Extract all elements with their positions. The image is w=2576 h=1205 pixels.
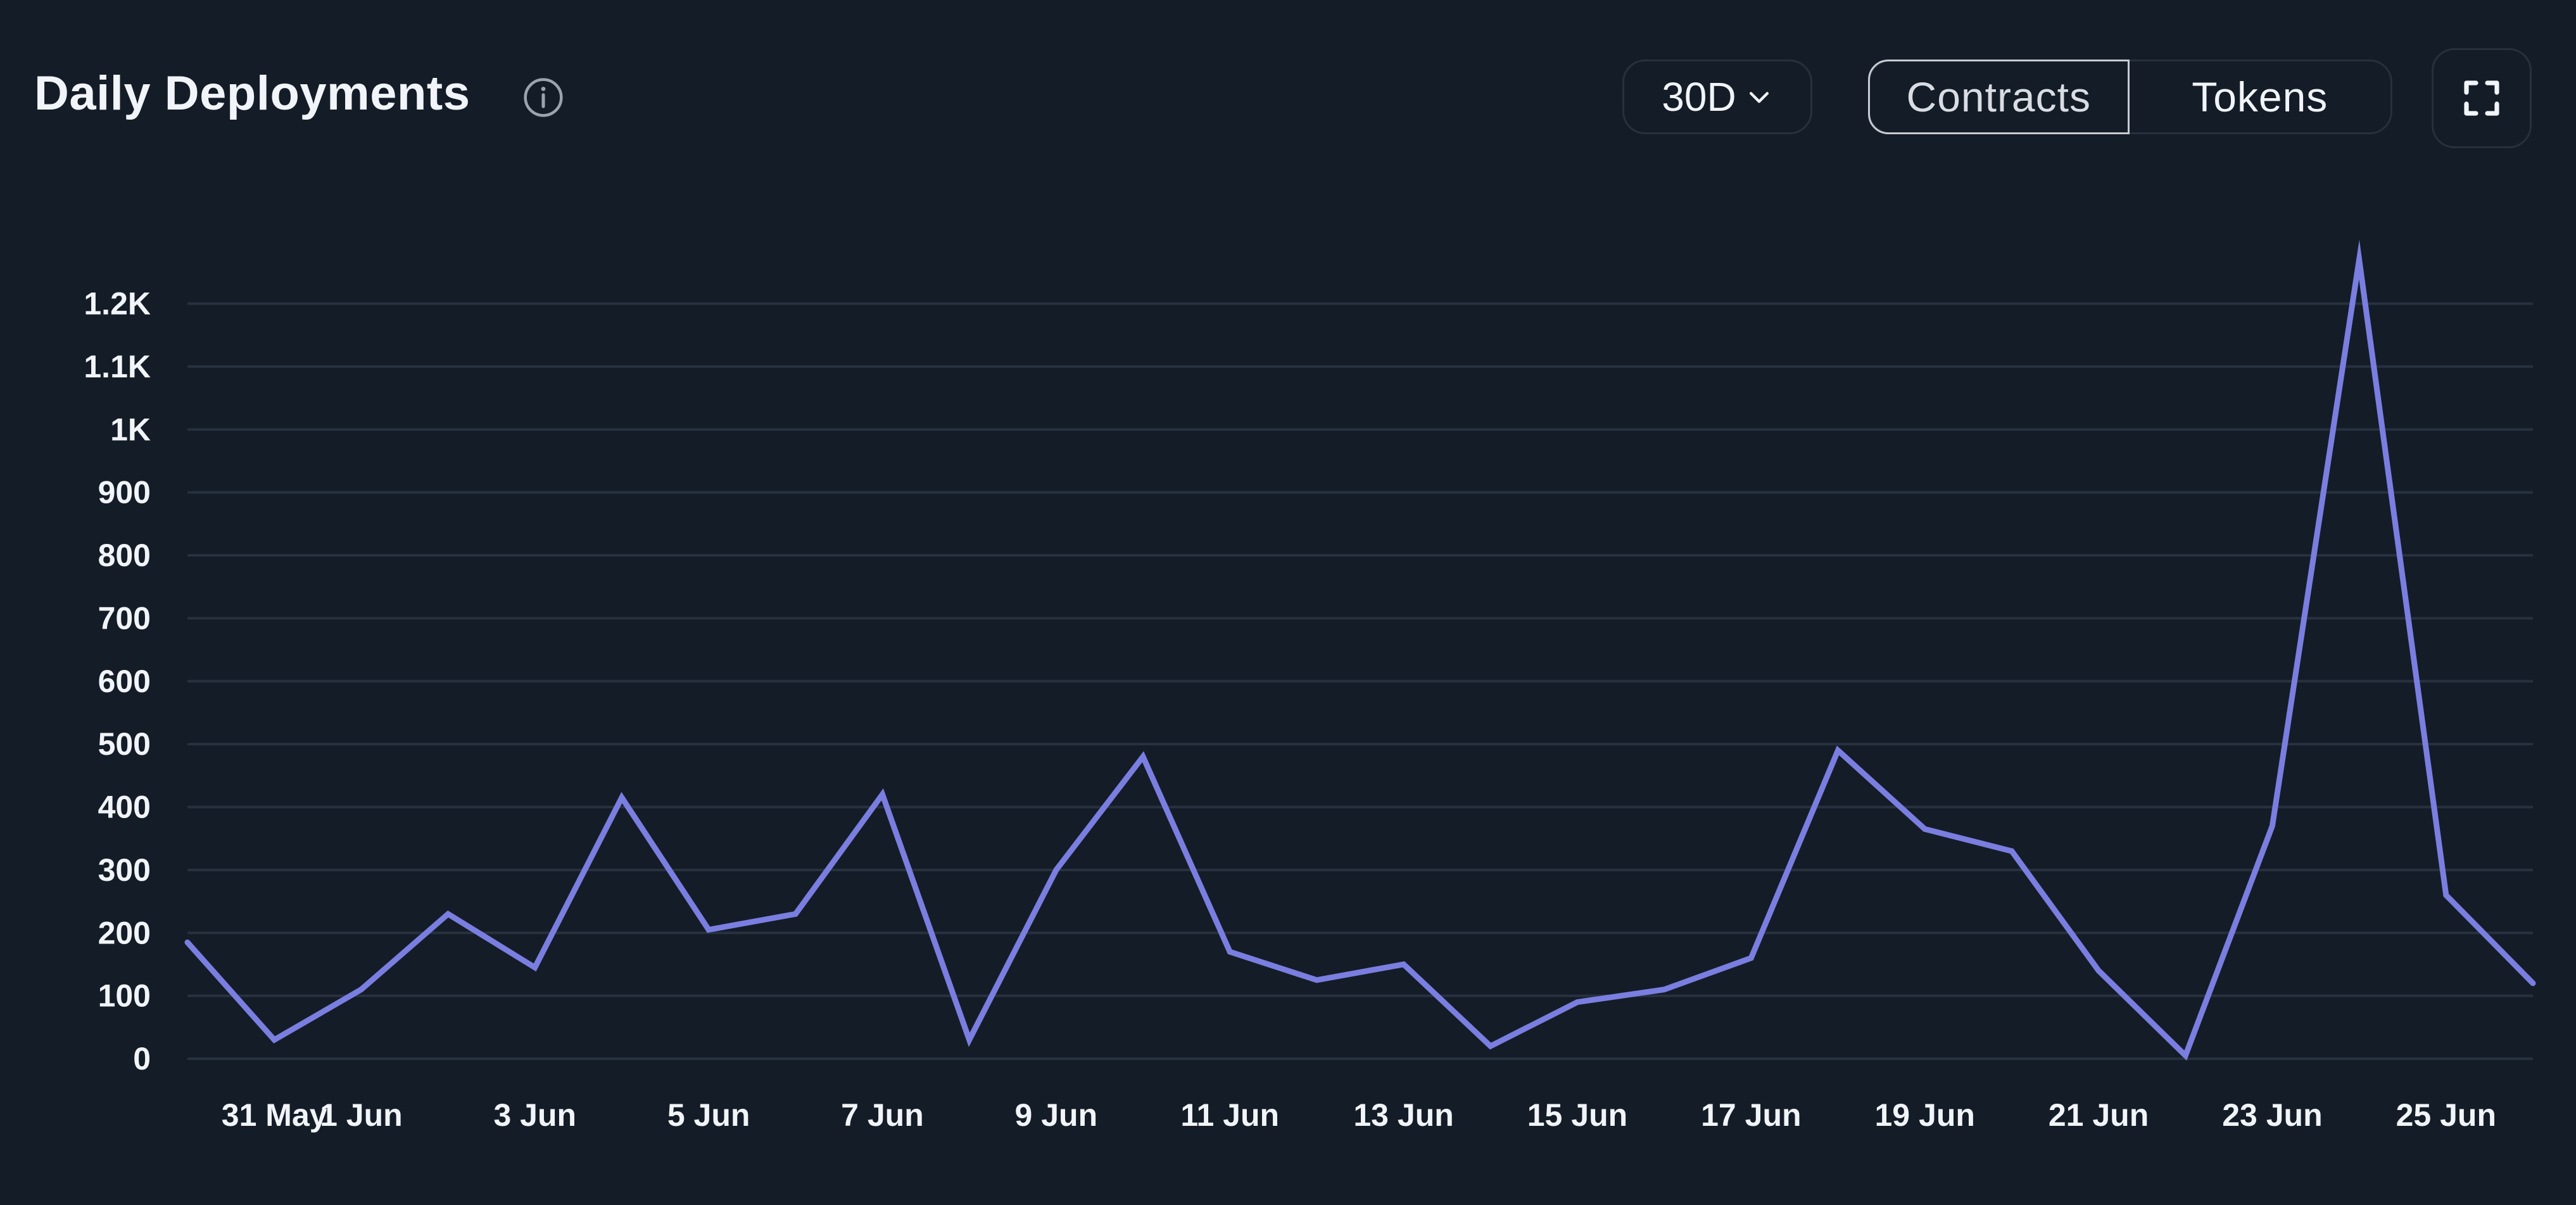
chart-header: Daily Deployments 30D Contracts Tokens (34, 48, 2535, 148)
data-point (2011, 850, 2012, 852)
series-lines (184, 239, 2536, 1061)
y-tick-label: 400 (98, 790, 151, 825)
x-tick-label: 17 Jun (1701, 1097, 1801, 1133)
x-tick-label: 31 May (222, 1097, 327, 1133)
x-tick-label: 11 Jun (1180, 1097, 1279, 1133)
chevron-down-icon (1749, 92, 1769, 103)
data-point (881, 794, 883, 795)
x-tick-label: 5 Jun (667, 1097, 750, 1133)
data-point (1229, 951, 1230, 952)
data-point (1056, 869, 1057, 871)
data-point (1577, 1002, 1578, 1003)
data-point (360, 989, 362, 990)
data-point (2532, 983, 2534, 984)
y-tick-label: 700 (98, 600, 151, 636)
x-tick-label: 1 Jun (320, 1097, 403, 1133)
x-tick-label: 9 Jun (1015, 1097, 1098, 1133)
fullscreen-icon (2464, 80, 2499, 116)
fullscreen-button[interactable] (2432, 48, 2532, 148)
data-point (1838, 750, 1839, 751)
contracts-toggle-button[interactable]: Contracts (1868, 60, 2130, 134)
range-dropdown-button[interactable]: 30D (1622, 60, 1812, 134)
data-point (1316, 980, 1317, 981)
contracts-tokens-toggle: Contracts Tokens (1868, 60, 2392, 134)
y-tick-label: 1K (110, 412, 151, 447)
y-tick-label: 300 (98, 852, 151, 888)
data-point (2185, 1055, 2186, 1056)
y-tick-label: 0 (133, 1041, 151, 1076)
x-tick-label: 23 Jun (2222, 1097, 2322, 1133)
y-tick-label: 200 (98, 915, 151, 950)
data-point (534, 967, 536, 968)
data-point (2359, 259, 2360, 260)
x-tick-label: 3 Jun (493, 1097, 576, 1133)
x-tick-label: 19 Jun (1875, 1097, 1975, 1133)
data-point (1664, 989, 1665, 990)
data-point (187, 942, 188, 943)
data-point (969, 1039, 970, 1040)
data-point (795, 913, 796, 914)
data-point (448, 913, 449, 914)
info-icon[interactable] (522, 76, 565, 119)
y-tick-label: 1.2K (84, 286, 151, 322)
x-tick-label: 13 Jun (1353, 1097, 1453, 1133)
y-tick-label: 800 (98, 538, 151, 573)
data-point (2098, 970, 2099, 971)
grid-lines (187, 302, 2533, 1060)
data-point (1924, 828, 1926, 830)
y-tick-label: 100 (98, 978, 151, 1014)
data-point (1750, 957, 1752, 959)
data-point (2271, 825, 2273, 826)
y-tick-label: 600 (98, 664, 151, 699)
data-point (708, 929, 709, 930)
x-tick-label: 7 Jun (841, 1097, 924, 1133)
data-point (2446, 895, 2447, 896)
y-axis-ticks: 0 100 200 300 400 500 600 700 800 900 1K 1.1K 1.2K (84, 286, 151, 1077)
data-point (274, 1039, 275, 1040)
x-tick-label: 21 Jun (2049, 1097, 2149, 1133)
x-tick-label: 15 Jun (1527, 1097, 1627, 1133)
y-tick-label: 900 (98, 475, 151, 510)
range-label: 30D (1662, 74, 1736, 120)
data-point (1403, 964, 1405, 965)
x-tick-label: 25 Jun (2396, 1097, 2496, 1133)
data-point (1490, 1045, 1491, 1047)
data-point (621, 797, 622, 798)
data-point (1142, 756, 1144, 757)
tokens-toggle-button[interactable]: Tokens (2192, 73, 2328, 120)
series-line (184, 239, 2536, 1061)
y-tick-label: 1.1K (84, 349, 151, 384)
chart-title: Daily Deployments (34, 66, 470, 120)
y-tick-label: 500 (98, 726, 151, 762)
